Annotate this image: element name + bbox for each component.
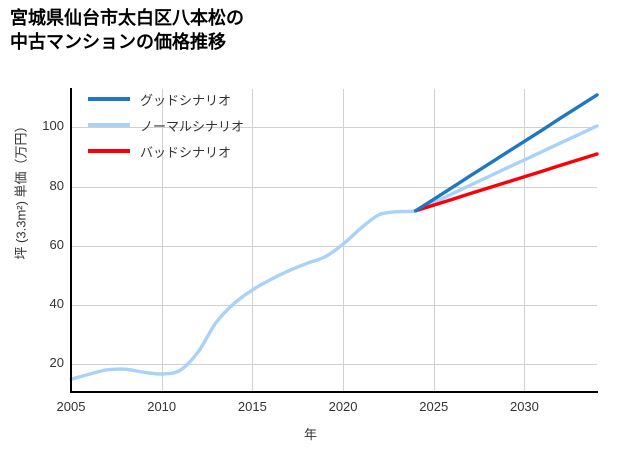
plot-area <box>69 89 599 392</box>
y-axis-tick-label: 40 <box>49 295 64 311</box>
x-axis-tick-label: 2025 <box>419 399 449 414</box>
gridline-vertical <box>252 89 253 392</box>
y-axis-title: 坪 (3.3m²) 単価（万円） <box>13 119 29 260</box>
gridline-horizontal <box>71 246 597 247</box>
gridline-horizontal <box>71 305 597 306</box>
x-axis-tick-label: 2030 <box>509 399 539 414</box>
legend-color-swatch <box>88 123 130 127</box>
series-line <box>69 124 599 381</box>
gridline-vertical <box>524 89 525 392</box>
x-axis-line <box>70 391 598 393</box>
legend-label: グッドシナリオ <box>140 92 232 108</box>
gridline-vertical <box>434 89 435 392</box>
series-line <box>413 93 599 213</box>
legend-item[interactable]: バッドシナリオ <box>88 144 244 160</box>
gridline-vertical <box>162 89 163 392</box>
y-axis-tick-label: 100 <box>42 118 64 134</box>
chart-legend: グッドシナリオ ノーマルシナリオ バッドシナリオ <box>88 92 245 160</box>
gridline-horizontal <box>71 187 597 188</box>
legend-item[interactable]: グッドシナリオ <box>88 92 244 108</box>
legend-label: バッドシナリオ <box>140 144 232 160</box>
gridline-horizontal <box>71 364 597 365</box>
legend-label: ノーマルシナリオ <box>140 118 245 134</box>
x-axis-tick-label: 2020 <box>328 399 358 414</box>
chart-title: 宮城県仙台市太白区八本松の 中古マンションの価格推移 <box>10 8 244 53</box>
x-axis-title: 年 <box>303 427 317 442</box>
legend-item[interactable]: ノーマルシナリオ <box>88 118 245 134</box>
x-axis-tick-label: 2010 <box>147 399 177 414</box>
legend-color-swatch <box>88 149 130 153</box>
series-lines <box>69 93 599 381</box>
x-axis-tick-label: 2015 <box>237 399 267 414</box>
y-axis-line <box>70 88 72 393</box>
series-line <box>413 152 599 213</box>
y-axis-tick-label: 20 <box>49 354 64 370</box>
gridline-vertical <box>343 89 344 392</box>
gridline-horizontal <box>71 127 597 128</box>
legend-color-swatch <box>88 97 130 101</box>
y-axis-tick-label: 80 <box>49 177 64 193</box>
y-axis-tick-label: 60 <box>49 236 64 252</box>
x-axis-tick-label: 2005 <box>56 399 86 414</box>
